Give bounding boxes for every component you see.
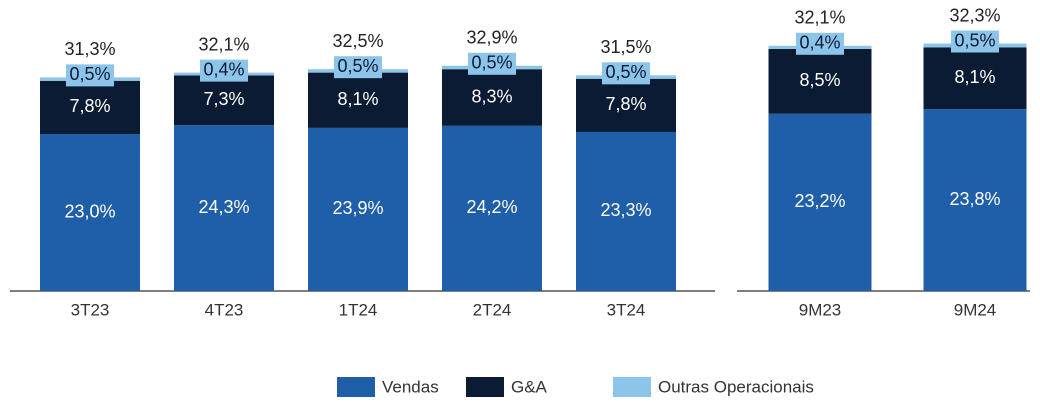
total-label: 32,3% [949, 5, 1000, 25]
data-label: 8,1% [337, 89, 378, 109]
x-tick-label: 4T23 [205, 300, 244, 319]
data-label: 24,2% [466, 197, 517, 217]
label-box [951, 30, 999, 53]
x-tick-label: 9M24 [954, 300, 997, 319]
bar-segment [174, 75, 274, 126]
bar-segment [308, 72, 408, 128]
data-label: 0,5% [69, 64, 110, 84]
data-label: 8,3% [471, 86, 512, 106]
data-label: 0,5% [471, 53, 512, 73]
x-tick-label: 1T24 [339, 300, 378, 319]
label-box [200, 59, 248, 82]
bar-segment [442, 125, 542, 292]
label-box [334, 56, 382, 79]
total-label: 32,1% [198, 34, 249, 54]
data-label: 7,8% [605, 94, 646, 114]
data-label: 23,9% [332, 198, 383, 218]
data-label: 0,4% [203, 59, 244, 79]
data-label: 23,3% [600, 200, 651, 220]
data-label: 7,3% [203, 89, 244, 109]
legend-swatch [466, 377, 504, 397]
label-box [66, 64, 114, 87]
data-label: 0,5% [337, 56, 378, 76]
total-label: 32,1% [794, 8, 845, 28]
data-label: 24,3% [198, 197, 249, 217]
x-tick-label: 9M23 [799, 300, 842, 319]
data-label: 8,5% [799, 70, 840, 90]
legend-label: Outras Operacionais [658, 377, 814, 396]
bar-segment [40, 80, 140, 135]
data-label: 23,2% [794, 191, 845, 211]
legend-label: Vendas [382, 377, 439, 396]
data-label: 23,8% [949, 189, 1000, 209]
data-label: 7,8% [69, 96, 110, 116]
total-label: 31,5% [600, 37, 651, 57]
legend-swatch [337, 377, 375, 397]
bar-segment [40, 134, 140, 291]
bar-segment [576, 78, 676, 132]
label-box [468, 52, 516, 75]
data-label: 0,5% [605, 62, 646, 82]
legend-swatch [613, 377, 651, 397]
bar-segment [174, 125, 274, 291]
bar-segment [308, 127, 408, 291]
x-tick-label: 2T24 [473, 300, 512, 319]
legend-label: G&A [511, 377, 548, 396]
label-box [602, 62, 650, 85]
x-tick-label: 3T23 [71, 300, 110, 319]
data-label: 0,4% [799, 33, 840, 53]
bar-segment [768, 113, 872, 292]
bar-segment [923, 47, 1027, 110]
total-label: 32,9% [466, 28, 517, 48]
total-label: 31,3% [64, 39, 115, 59]
x-tick-label: 3T24 [607, 300, 646, 319]
bar-segment [923, 109, 1027, 291]
total-label: 32,5% [332, 31, 383, 51]
bar-segment [576, 131, 676, 291]
data-label: 0,5% [954, 30, 995, 50]
bar-segment [442, 69, 542, 126]
label-box [796, 32, 844, 55]
bar-segment [768, 48, 872, 114]
data-label: 8,1% [954, 67, 995, 87]
data-label: 23,0% [64, 201, 115, 221]
